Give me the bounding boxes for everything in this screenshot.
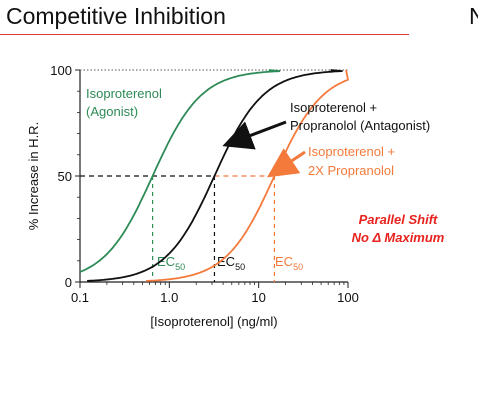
annotation-line1: Parallel Shift xyxy=(359,212,438,227)
series-label-agonist-line2: (Agonist) xyxy=(86,104,138,119)
next-slide-title-fragment: N xyxy=(469,3,478,29)
x-axis-label: [Isoproterenol] (ng/ml) xyxy=(150,314,277,329)
curve-series-1 xyxy=(79,69,281,273)
y-tick-label: 50 xyxy=(58,169,72,184)
series-label-2x-line1: Isoproterenol + xyxy=(308,144,395,159)
series-label-2x-line2: 2X Propranolol xyxy=(308,163,394,178)
ec50-label-2: EC50 xyxy=(217,254,245,272)
arrow-antagonist xyxy=(222,120,287,150)
x-tick-label: 1.0 xyxy=(160,290,178,305)
x-tick-label: 10 xyxy=(251,290,265,305)
arrow-2x xyxy=(267,148,306,178)
series-label-antagonist-line1: Isoproterenol + xyxy=(290,100,377,115)
curve-series-3 xyxy=(146,69,350,282)
y-tick-label: 100 xyxy=(50,63,72,78)
slide-title: Competitive Inhibition xyxy=(6,3,226,29)
x-tick-label: 100 xyxy=(337,290,359,305)
y-axis-label: % Increase in H.R. xyxy=(26,122,41,230)
x-tick-label: 0.1 xyxy=(71,290,89,305)
y-tick-label: 0 xyxy=(65,275,72,290)
ec50-label-1: EC50 xyxy=(157,254,185,272)
curve-series-2 xyxy=(87,69,343,282)
title-underline xyxy=(0,34,409,35)
annotation-line2: No Δ Maximum xyxy=(352,230,445,245)
series-label-antagonist-line2: Propranolol (Antagonist) xyxy=(290,118,430,133)
ec50-label-3: EC50 xyxy=(275,254,303,272)
series-label-agonist-line1: Isoproterenol xyxy=(86,86,162,101)
